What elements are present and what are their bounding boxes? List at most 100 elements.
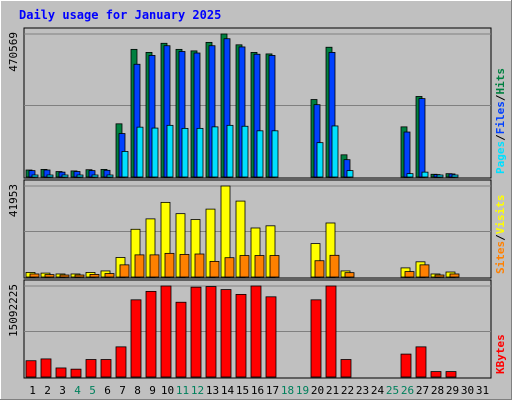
legend-separator: / <box>494 134 507 141</box>
bar-kbytes-day-21 <box>325 285 337 378</box>
x-axis-labels: 1 2 3 4 5 6 7 8 9 10 11 12 13 14 15 16 17 18 19 20 21 22 23 24 2… <box>29 384 489 397</box>
x-tick-label-day-31: 31 <box>476 384 489 397</box>
bar-pages-day-28 <box>436 174 444 178</box>
bar-kbytes-day-10 <box>160 285 172 378</box>
bar-kbytes-day-16 <box>250 285 262 378</box>
legend-separator: / <box>494 94 507 101</box>
bar-sites-day-11 <box>179 254 190 278</box>
bar-kbytes-day-15 <box>235 293 247 378</box>
bar-sites-day-2 <box>44 274 55 278</box>
bar-pages-day-29 <box>451 174 459 178</box>
bar-sites-day-4 <box>74 274 85 278</box>
bar-pages-day-21 <box>331 125 339 178</box>
bar-kbytes-day-29 <box>445 371 457 378</box>
x-tick-label-day-28: 28 <box>431 384 444 397</box>
bar-sites-day-7 <box>119 264 130 278</box>
bar-pages-day-3 <box>61 174 69 178</box>
bar-kbytes-day-4 <box>70 368 82 378</box>
legend-visits: Sites/Visits <box>494 195 507 275</box>
bar-kbytes-day-8 <box>130 299 142 378</box>
x-tick-label-day-30: 30 <box>461 384 474 397</box>
bar-pages-day-27 <box>421 171 429 178</box>
bar-kbytes-day-22 <box>340 359 352 378</box>
x-tick-label-day-3: 3 <box>59 384 66 397</box>
chart-panels: 470569Pages/Files/Hits41953Sites/Visits1… <box>7 27 507 379</box>
bar-kbytes-day-9 <box>145 290 157 378</box>
x-tick-label-day-1: 1 <box>29 384 36 397</box>
legend-entry-visits: Visits <box>494 195 507 235</box>
bar-pages-day-1 <box>31 174 39 178</box>
x-tick-label-day-10: 10 <box>161 384 174 397</box>
bar-pages-day-11 <box>181 127 189 178</box>
x-tick-label-day-14: 14 <box>221 384 235 397</box>
x-tick-label-day-23: 23 <box>356 384 369 397</box>
bar-sites-day-15 <box>239 255 250 278</box>
bar-sites-day-12 <box>194 253 205 278</box>
bar-pages-day-15 <box>241 125 249 178</box>
bar-sites-day-3 <box>59 274 70 278</box>
x-tick-label-day-16: 16 <box>251 384 264 397</box>
bar-sites-day-1 <box>29 273 40 278</box>
bar-kbytes-day-20 <box>310 299 322 378</box>
bar-pages-day-14 <box>226 124 234 178</box>
x-tick-label-day-25: 25 <box>386 384 399 397</box>
x-tick-label-day-11: 11 <box>176 384 189 397</box>
bar-sites-day-5 <box>89 273 100 278</box>
bar-files-day-27 <box>418 98 426 178</box>
bar-sites-day-27 <box>419 264 430 278</box>
bar-sites-day-6 <box>104 273 115 278</box>
bar-pages-day-5 <box>91 174 99 178</box>
x-tick-label-day-27: 27 <box>416 384 429 397</box>
bar-kbytes-day-11 <box>175 301 187 378</box>
bar-kbytes-day-3 <box>55 367 67 378</box>
bar-pages-day-16 <box>256 130 264 178</box>
x-tick-label-day-8: 8 <box>134 384 141 397</box>
x-tick-label-day-7: 7 <box>119 384 126 397</box>
bar-pages-day-10 <box>166 124 174 178</box>
bar-sites-day-10 <box>164 252 175 278</box>
bar-sites-day-13 <box>209 260 220 278</box>
legend-kbytes: KBytes <box>494 334 507 374</box>
bar-kbytes-day-1 <box>25 360 37 378</box>
x-tick-label-day-19: 19 <box>296 384 309 397</box>
legend-separator: / <box>494 234 507 241</box>
bar-pages-day-22 <box>346 170 354 178</box>
bar-sites-day-21 <box>329 254 340 278</box>
panel-kbytes: 15092225 KBytes <box>7 279 507 379</box>
bar-sites-day-20 <box>314 260 325 278</box>
bar-kbytes-day-28 <box>430 371 442 378</box>
legend-entry-files: Files <box>494 101 507 134</box>
x-tick-label-day-9: 9 <box>149 384 156 397</box>
bar-sites-day-14 <box>224 257 235 278</box>
bar-kbytes-day-14 <box>220 289 232 378</box>
bar-kbytes-day-13 <box>205 286 217 378</box>
bar-sites-day-17 <box>269 255 280 278</box>
bar-sites-day-29 <box>449 273 460 278</box>
x-tick-label-day-26: 26 <box>401 384 414 397</box>
legend-entry-sites: Sites <box>494 241 507 274</box>
x-tick-label-day-5: 5 <box>89 384 96 397</box>
legend-requests: Pages/Files/Hits <box>494 68 507 174</box>
panel-visits: 41953 Sites/Visits <box>7 179 507 279</box>
x-tick-label-day-17: 17 <box>266 384 279 397</box>
legend-entry-hits: Hits <box>494 68 507 95</box>
bar-files-day-26 <box>403 131 411 178</box>
bar-sites-day-16 <box>254 255 265 278</box>
legend-entry-kbytes: KBytes <box>494 334 507 374</box>
x-tick-label-day-24: 24 <box>371 384 385 397</box>
bar-kbytes-day-7 <box>115 346 127 378</box>
bar-pages-day-7 <box>121 151 129 178</box>
x-tick-label-day-4: 4 <box>74 384 81 397</box>
x-tick-label-day-20: 20 <box>311 384 324 397</box>
y-max-label: 15092225 <box>7 284 20 337</box>
bar-kbytes-day-27 <box>415 346 427 378</box>
x-tick-label-day-18: 18 <box>281 384 294 397</box>
bar-pages-day-2 <box>46 174 54 178</box>
bar-pages-day-26 <box>406 173 414 178</box>
bar-kbytes-day-26 <box>400 353 412 378</box>
bar-pages-day-6 <box>106 174 114 178</box>
bar-kbytes-day-5 <box>85 359 97 378</box>
x-tick-label-day-29: 29 <box>446 384 459 397</box>
